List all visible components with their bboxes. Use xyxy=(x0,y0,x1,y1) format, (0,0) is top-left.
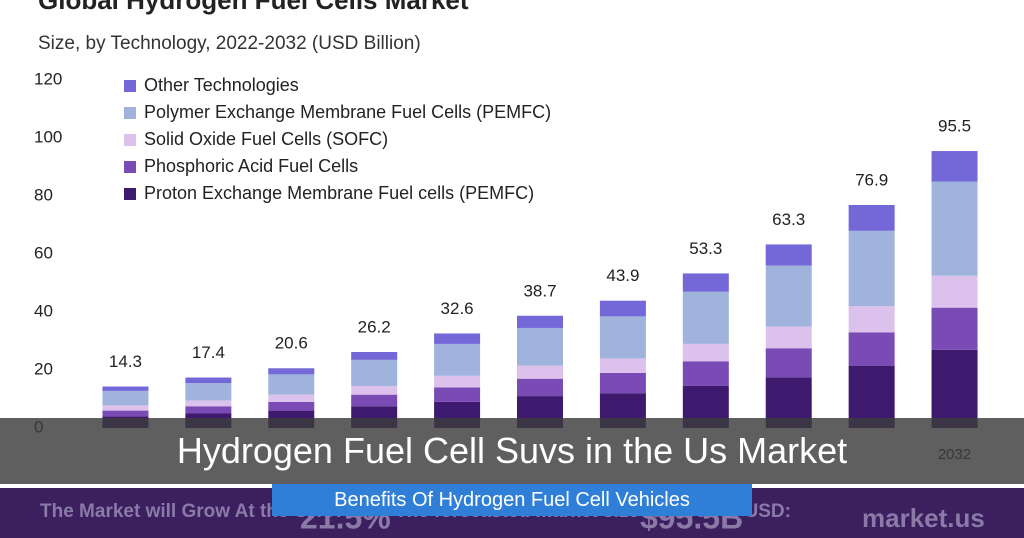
bar-segment xyxy=(765,265,812,327)
bar-segment xyxy=(185,400,232,407)
y-tick-label: 100 xyxy=(34,127,62,146)
bar-segment xyxy=(517,365,563,379)
bar-segment xyxy=(517,327,563,366)
legend-label: Polymer Exchange Membrane Fuel Cells (PE… xyxy=(144,102,551,122)
bar-segment xyxy=(931,181,978,276)
bar-segment xyxy=(599,358,646,373)
total-label: 26.2 xyxy=(358,318,391,337)
footer-brand: market.us xyxy=(862,503,985,533)
bar-segment xyxy=(848,204,895,231)
overlay-title: Hydrogen Fuel Cell Suvs in the Us Market xyxy=(0,418,1024,484)
y-tick-label: 80 xyxy=(34,185,53,204)
chart-title: Global Hydrogen Fuel Cells Market xyxy=(38,0,469,15)
bar-segment xyxy=(682,273,729,292)
total-label: 20.6 xyxy=(275,334,308,353)
bar-segment xyxy=(682,291,729,344)
total-label: 43.9 xyxy=(606,266,639,285)
bar-segment xyxy=(434,387,481,402)
legend-swatch xyxy=(124,161,136,173)
bar-segment xyxy=(268,401,315,411)
legend-swatch xyxy=(124,80,136,92)
bar-segment xyxy=(268,374,315,395)
bar-segment xyxy=(848,332,895,366)
legend-swatch xyxy=(124,188,136,200)
y-tick-label: 120 xyxy=(34,69,62,88)
bar-segment xyxy=(102,410,149,417)
legend-swatch xyxy=(124,134,136,146)
bar-segment xyxy=(931,151,978,182)
legend-label: Proton Exchange Membrane Fuel cells (PEM… xyxy=(144,183,534,203)
total-label: 53.3 xyxy=(689,239,722,258)
total-label: 32.6 xyxy=(441,299,474,318)
total-label: 63.3 xyxy=(772,210,805,229)
legend-label: Other Technologies xyxy=(144,75,299,95)
total-label: 76.9 xyxy=(855,170,888,189)
legend-swatch xyxy=(124,107,136,119)
bar-segment xyxy=(765,326,812,349)
bar-segment xyxy=(682,361,729,386)
bar-segment xyxy=(765,244,812,266)
bar-segment xyxy=(848,365,895,428)
bar-segment xyxy=(434,343,481,376)
bar-segment xyxy=(931,307,978,350)
total-label: 14.3 xyxy=(109,352,142,371)
overlay-button[interactable]: Benefits Of Hydrogen Fuel Cell Vehicles xyxy=(272,484,752,516)
total-label: 17.4 xyxy=(192,343,225,362)
bar-segment xyxy=(931,349,978,428)
legend-label: Phosphoric Acid Fuel Cells xyxy=(144,156,358,176)
bar-segment xyxy=(185,406,232,414)
bar-segment xyxy=(599,300,646,317)
bar-segment xyxy=(351,352,398,360)
bar-segment xyxy=(517,378,563,397)
bar-segment xyxy=(102,405,149,411)
bar-segment xyxy=(931,275,978,308)
bar-segment xyxy=(517,315,563,328)
bar-segment xyxy=(102,390,149,406)
chart-subtitle: Size, by Technology, 2022-2032 (USD Bill… xyxy=(38,33,421,54)
bar-segment xyxy=(765,348,812,378)
legend-label: Solid Oxide Fuel Cells (SOFC) xyxy=(144,129,388,149)
bar-segment xyxy=(351,359,398,386)
bar-segment xyxy=(268,394,315,402)
total-label: 38.7 xyxy=(523,281,556,300)
y-tick-label: 60 xyxy=(34,243,53,262)
bar-segment xyxy=(434,375,481,388)
bar-segment xyxy=(682,343,729,362)
bar-segment xyxy=(268,368,315,375)
bar-segment xyxy=(351,385,398,395)
y-tick-label: 40 xyxy=(34,301,53,320)
bar-segment xyxy=(434,333,481,344)
total-label: 95.5 xyxy=(938,117,971,136)
bar-segment xyxy=(351,394,398,407)
bar-segment xyxy=(185,383,232,401)
bar-segment xyxy=(599,372,646,394)
bar-segment xyxy=(185,377,232,384)
y-tick-label: 20 xyxy=(34,359,53,378)
bar-segment xyxy=(102,386,149,391)
bar-segment xyxy=(848,306,895,333)
bar-segment xyxy=(848,230,895,307)
bar-segment xyxy=(599,316,646,359)
